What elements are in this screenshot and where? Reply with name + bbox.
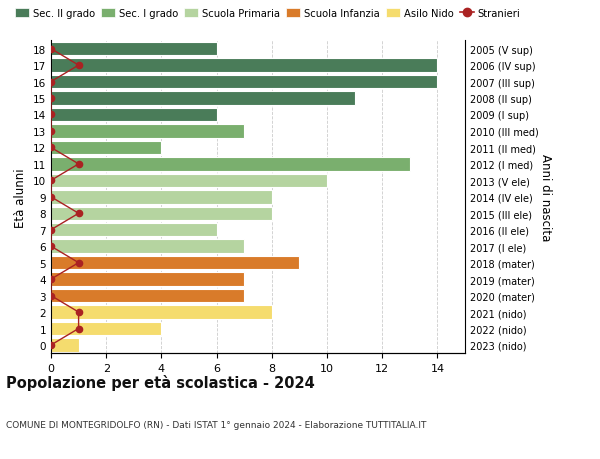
Bar [51,43,217,56]
Bar [51,256,299,270]
Bar [51,125,244,139]
Bar [51,76,437,89]
Y-axis label: Anni di nascita: Anni di nascita [539,154,553,241]
Bar [51,141,161,155]
Bar [51,174,327,188]
Y-axis label: Età alunni: Età alunni [14,168,28,227]
Bar [51,240,244,253]
Bar [51,273,244,286]
Bar [51,207,272,220]
Bar [51,59,437,73]
Bar [51,224,217,237]
Bar [51,92,355,106]
Legend: Sec. II grado, Sec. I grado, Scuola Primaria, Scuola Infanzia, Asilo Nido, Stran: Sec. II grado, Sec. I grado, Scuola Prim… [11,5,524,23]
Text: COMUNE DI MONTEGRIDOLFO (RN) - Dati ISTAT 1° gennaio 2024 - Elaborazione TUTTITA: COMUNE DI MONTEGRIDOLFO (RN) - Dati ISTA… [6,420,427,429]
Bar [51,158,410,171]
Bar [51,190,272,204]
Text: Popolazione per età scolastica - 2024: Popolazione per età scolastica - 2024 [6,374,315,390]
Bar [51,108,217,122]
Bar [51,306,272,319]
Bar [51,289,244,302]
Bar [51,322,161,336]
Bar [51,338,79,352]
